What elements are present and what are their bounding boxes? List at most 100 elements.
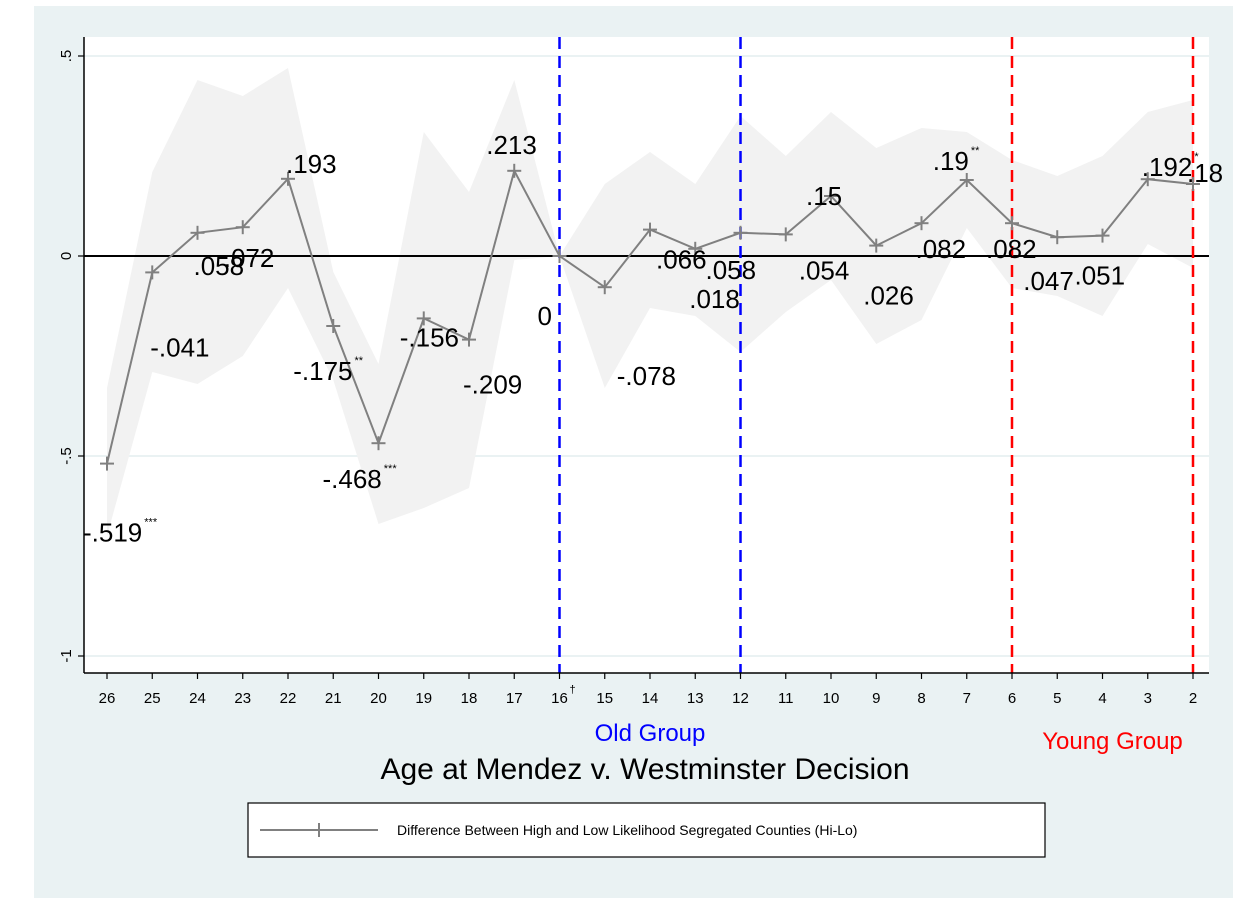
data-point-23 [235,220,250,235]
data-label-18: -.209 [463,370,522,400]
data-label-9: .026 [863,281,914,311]
y-tick-label-1: -.5 [58,447,75,465]
data-label-5: .047 [1023,266,1074,296]
data-point-11 [778,227,793,242]
data-point-12 [733,225,748,240]
data-point-4 [1095,228,1110,243]
data-point-2 [1186,177,1200,191]
data-label-2: .18 [1187,158,1223,188]
data-point-14 [643,222,657,237]
significance-mark-3: * [1194,151,1199,163]
x-tick-label-23: 23 [234,690,251,707]
x-tick-label-21: 21 [325,690,342,707]
x-tick-label-25: 25 [144,690,161,707]
data-point-13 [688,241,703,256]
data-label-12: .058 [706,255,757,285]
data-point-16 [552,249,567,263]
x-tick-label-7: 7 [963,690,971,707]
data-label-20: -.468 [323,464,382,494]
x-tick-label-11: 11 [778,690,794,707]
significance-mark-26: *** [144,517,158,529]
data-point-8 [914,216,929,231]
data-label-23: .072 [224,243,275,273]
x-tick-label-18: 18 [461,690,478,707]
data-point-3 [1140,172,1155,187]
legend-label: Difference Between High and Low Likeliho… [397,822,857,838]
axes: 26 25 24 23 22 21 20 19 18 17 16 † 15 14 13 12 11 10 9 8 7 6 5… [58,37,1209,707]
x-tick-mark-16: † [570,684,576,696]
x-tick-label-16: 16 [551,690,568,707]
data-label-26: -.519 [83,518,142,548]
significance-mark-21: ** [355,355,364,367]
group-label-old: Old Group [595,720,706,747]
data-point-5 [1050,230,1065,245]
x-tick-label-6: 6 [1008,690,1016,707]
x-tick-label-19: 19 [415,690,432,707]
data-label-3: .192 [1142,152,1193,182]
data-label-25: -.041 [150,332,209,362]
x-axis-title: Age at Mendez v. Westminster Decision [380,753,909,786]
x-tick-label-22: 22 [280,690,297,707]
x-tick-label-9: 9 [872,690,880,707]
data-label-6: .082 [986,234,1037,264]
x-tick-label-14: 14 [642,690,659,707]
data-point-9 [869,238,884,253]
data-label-16: 0 [538,301,552,331]
data-label-19: -.156 [400,322,459,352]
data-point-18 [462,332,476,347]
x-tick-label-10: 10 [823,690,840,707]
significance-mark-7: ** [971,145,980,157]
x-tick-label-2: 2 [1189,690,1197,707]
x-tick-label-8: 8 [917,690,925,707]
legend-box [247,802,1046,858]
data-point-10 [824,189,838,203]
data-label-11: .054 [799,255,850,285]
series-line [100,163,1200,471]
data-label-8: .082 [916,234,967,264]
axis-text: Age at Mendez v. Westminster Decision Ol… [380,720,1182,786]
vertical-reference-lines [558,37,1195,673]
grid-lines [84,55,1209,657]
data-point-6 [1005,216,1019,231]
data-point-19 [416,311,431,326]
data-point-21 [326,319,341,333]
data-label-21: -.175 [293,356,352,386]
data-label-22: .193 [286,149,337,179]
data-point-25 [145,265,160,280]
data-point-20 [371,436,386,451]
data-point-7 [959,173,974,187]
x-tick-label-26: 26 [99,690,116,707]
x-tick-label-13: 13 [687,690,704,707]
data-label-17: .213 [486,130,537,160]
data-label-24: .058 [194,251,245,281]
legend: Difference Between High and Low Likeliho… [247,802,1046,858]
data-label-4: .051 [1075,261,1126,291]
y-tick-label-3: .5 [58,50,75,63]
confidence-band [107,68,1193,536]
x-tick-label-20: 20 [370,690,387,707]
x-tick-label-3: 3 [1144,690,1152,707]
ci-band-area [107,68,1193,536]
data-label-13: .018 [689,284,740,314]
x-tick-label-24: 24 [189,690,206,707]
x-tick-label-17: 17 [506,690,523,707]
x-tick-label-15: 15 [596,690,613,707]
x-tick-label-12: 12 [732,690,749,707]
x-tick-label-5: 5 [1053,690,1061,707]
data-point-22 [281,171,295,186]
y-tick-label-2: 0 [58,252,75,260]
data-label-15: -.078 [617,361,676,391]
group-label-young: Young Group [1042,728,1183,755]
data-point-15 [597,280,612,295]
data-label-10: .15 [806,181,842,211]
data-point-17 [507,163,522,178]
data-labels: -.519 ***-.041.058.072.193-.175 **-.468 ***… [83,130,1223,548]
significance-mark-20: *** [384,463,398,475]
data-point-24 [190,225,205,240]
data-label-14: .066 [656,245,707,275]
data-point-26 [100,456,114,471]
y-tick-label-0: -1 [58,649,75,662]
data-label-7: .19 [933,146,969,176]
